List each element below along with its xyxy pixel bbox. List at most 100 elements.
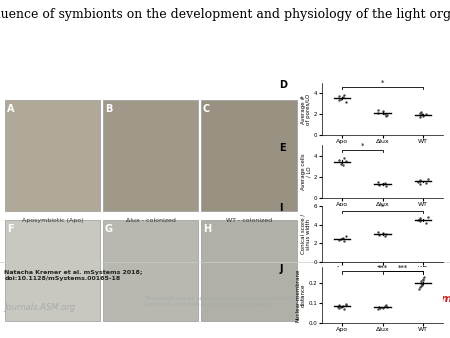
- Text: D: D: [279, 80, 287, 90]
- Point: [381, 112, 388, 117]
- Point: [419, 282, 426, 288]
- Point: [418, 283, 425, 289]
- Point: [335, 157, 342, 163]
- Text: B: B: [105, 104, 112, 114]
- Point: [376, 232, 383, 238]
- Point: [416, 177, 423, 183]
- Point: [343, 158, 350, 164]
- Point: [339, 303, 346, 309]
- Point: [417, 278, 424, 284]
- Point: [341, 93, 348, 98]
- Point: [423, 220, 430, 226]
- Point: [417, 115, 424, 120]
- Point: [416, 284, 423, 290]
- Point: [416, 113, 423, 118]
- Text: This content may be subject to copyright and license restrictions.
Learn more at: This content may be subject to copyright…: [144, 296, 305, 307]
- Point: [381, 303, 388, 309]
- Point: [337, 304, 344, 310]
- Point: [416, 111, 423, 116]
- Point: [341, 155, 348, 161]
- Text: C: C: [203, 104, 210, 114]
- Point: [383, 304, 391, 310]
- Point: [382, 184, 390, 189]
- Text: H: H: [203, 224, 211, 234]
- Point: [417, 178, 424, 184]
- Text: Journals.ASM.org: Journals.ASM.org: [4, 303, 76, 312]
- Point: [337, 162, 344, 167]
- Point: [423, 180, 430, 186]
- Point: [423, 112, 430, 117]
- Text: *: *: [360, 143, 364, 149]
- Point: [424, 176, 431, 182]
- Point: [415, 217, 422, 223]
- Point: [380, 108, 387, 114]
- Point: [416, 216, 423, 221]
- Text: Aposymbiotic (Apo): Aposymbiotic (Apo): [22, 218, 83, 223]
- Point: [420, 276, 427, 282]
- Point: [335, 97, 342, 102]
- Text: Natacha Kremer et al. mSystems 2018;
doi:10.1128/mSystems.00165-18: Natacha Kremer et al. mSystems 2018; doi…: [4, 270, 143, 281]
- Point: [419, 112, 426, 117]
- FancyBboxPatch shape: [4, 100, 100, 211]
- Text: Influence of symbionts on the development and physiology of the light organ.: Influence of symbionts on the developmen…: [0, 8, 450, 21]
- FancyBboxPatch shape: [4, 220, 100, 321]
- Text: *: *: [381, 80, 384, 86]
- Point: [419, 277, 426, 283]
- Text: I: I: [279, 203, 283, 213]
- Point: [415, 179, 422, 185]
- Point: [418, 110, 425, 115]
- Point: [335, 305, 342, 311]
- Point: [342, 301, 349, 307]
- Point: [382, 232, 390, 237]
- Point: [420, 274, 427, 280]
- Text: *: *: [381, 203, 384, 210]
- Point: [341, 238, 348, 243]
- Point: [382, 302, 389, 308]
- Point: [380, 182, 387, 187]
- Point: [383, 113, 391, 118]
- Point: [339, 235, 346, 241]
- Point: [343, 233, 350, 239]
- Text: WT - colonized: WT - colonized: [225, 218, 272, 223]
- Point: [335, 94, 342, 99]
- Point: [376, 305, 383, 311]
- Point: [343, 99, 350, 104]
- Y-axis label: Average #
of pores/LO: Average # of pores/LO: [301, 93, 311, 125]
- Text: E: E: [279, 143, 286, 153]
- Point: [374, 107, 382, 113]
- Point: [374, 111, 382, 116]
- Text: Systems: Systems: [407, 294, 450, 304]
- Point: [335, 237, 342, 242]
- Text: ***: ***: [398, 264, 408, 270]
- Point: [416, 286, 423, 292]
- Point: [417, 217, 424, 222]
- Point: [376, 183, 383, 188]
- Point: [376, 304, 383, 310]
- Text: G: G: [105, 224, 113, 234]
- Text: m: m: [392, 294, 407, 309]
- Point: [382, 114, 390, 119]
- Point: [381, 233, 388, 239]
- Point: [339, 163, 346, 168]
- Point: [424, 215, 431, 220]
- Text: Δlux - colonized: Δlux - colonized: [126, 218, 176, 223]
- Y-axis label: Average cells
/ LO: Average cells / LO: [301, 153, 311, 190]
- Point: [416, 182, 423, 187]
- Point: [381, 180, 388, 186]
- FancyBboxPatch shape: [201, 100, 297, 211]
- Point: [335, 302, 342, 308]
- Point: [380, 305, 387, 311]
- Point: [380, 231, 387, 236]
- Point: [374, 179, 382, 185]
- Text: A: A: [7, 104, 14, 114]
- FancyBboxPatch shape: [103, 100, 198, 211]
- Point: [418, 280, 425, 286]
- Point: [420, 114, 427, 119]
- FancyBboxPatch shape: [201, 220, 297, 321]
- FancyBboxPatch shape: [103, 220, 198, 321]
- Point: [418, 281, 425, 287]
- Point: [374, 306, 382, 312]
- Point: [337, 96, 344, 101]
- Point: [416, 218, 423, 224]
- Point: [343, 302, 350, 308]
